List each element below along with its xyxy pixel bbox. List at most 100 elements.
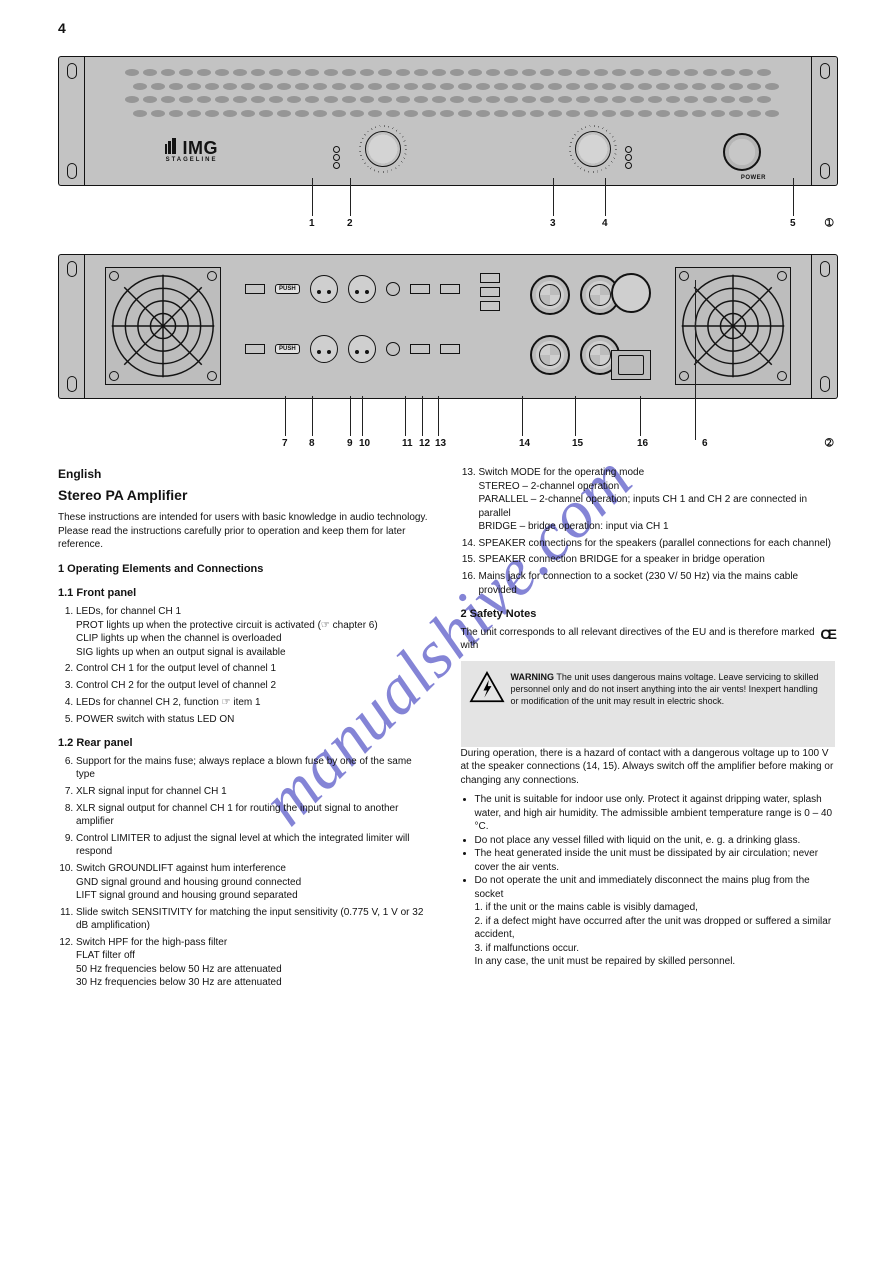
brand-text: IMG <box>183 138 219 158</box>
list-item: Control CH 1 for the output level of cha… <box>76 662 433 676</box>
rack-ear-right <box>812 56 838 186</box>
leader-line <box>522 396 523 436</box>
fuse-holder <box>611 273 651 313</box>
xlr-input-ch2 <box>310 335 338 363</box>
speaker-outputs-top <box>530 275 620 315</box>
fan-grill-icon <box>676 268 790 384</box>
list-item: Switch HPF for the high-pass filterFLAT … <box>76 936 433 990</box>
leader-line <box>350 178 351 216</box>
iec-mains-inlet <box>611 350 651 380</box>
callout-number: 4 <box>602 218 608 229</box>
ce-mark-icon: C E <box>820 625 835 644</box>
ch2-input-cluster: PUSH <box>245 335 460 363</box>
subsection-heading: 1.2 Rear panel <box>58 736 433 751</box>
list-item: Control CH 2 for the output level of cha… <box>76 679 433 693</box>
callout-number: 8 <box>309 438 315 449</box>
leader-line <box>553 178 554 216</box>
leds-ch1 <box>333 147 341 167</box>
leader-line <box>422 396 423 436</box>
callout-number: 13 <box>435 438 446 449</box>
language-flag: English <box>58 466 433 482</box>
rear-panel-figure: PUSH PUSH <box>58 254 838 399</box>
vent-grill <box>125 65 771 121</box>
leader-line <box>438 396 439 436</box>
callout-number: 14 <box>519 438 530 449</box>
intro: These instructions are intended for user… <box>58 511 433 552</box>
brand-logo: IMG STAGELINE <box>165 138 218 163</box>
power-label: POWER <box>741 175 766 181</box>
leader-line <box>575 396 576 436</box>
speaker-outputs-bottom <box>530 335 620 375</box>
warning-box: WARNING The unit uses dangerous mains vo… <box>461 661 836 747</box>
list-item: XLR signal input for channel CH 1 <box>76 785 433 799</box>
xlr-thru-ch1 <box>348 275 376 303</box>
leds-ch2 <box>625 147 633 167</box>
list-item: Do not operate the unit and immediately … <box>475 874 836 969</box>
level-knob-ch2 <box>575 131 611 167</box>
leader-line <box>312 178 313 216</box>
level-knob-ch1 <box>365 131 401 167</box>
doc-title: Stereo PA Amplifier <box>58 486 433 505</box>
leader-line <box>793 178 794 216</box>
front-faceplate: IMG STAGELINE POWER <box>84 56 812 186</box>
list-item: Switch MODE for the operating modeSTEREO… <box>479 466 836 534</box>
body-text: English Stereo PA Amplifier These instru… <box>58 466 835 1173</box>
leader-line <box>640 396 641 436</box>
callout-number: 12 <box>419 438 430 449</box>
section-heading: 1 Operating Elements and Connections <box>58 562 433 577</box>
list-item: SPEAKER connections for the speakers (pa… <box>479 537 836 551</box>
during-operation-text: During operation, there is a hazard of c… <box>461 747 836 788</box>
list-item: Support for the mains fuse; always repla… <box>76 755 433 782</box>
leader-line <box>312 396 313 436</box>
leader-line <box>695 280 696 440</box>
list-item: POWER switch with status LED ON <box>76 713 433 727</box>
callout-number: 2 <box>347 218 353 229</box>
figure-number: ➁ <box>825 438 833 449</box>
mode-switch-block <box>480 273 500 311</box>
list-item: SPEAKER connection BRIDGE for a speaker … <box>479 553 836 567</box>
brand-sub: STAGELINE <box>165 157 218 163</box>
figure-number: ➀ <box>825 218 833 229</box>
callout-number: 3 <box>550 218 556 229</box>
leader-line <box>285 396 286 436</box>
list-item: Control LIMITER to adjust the signal lev… <box>76 832 433 859</box>
ch1-input-cluster: PUSH <box>245 275 460 303</box>
conformity-text: The unit corresponds to all relevant dir… <box>461 627 815 652</box>
xlr-thru-ch2 <box>348 335 376 363</box>
speakon-ch1 <box>530 275 570 315</box>
push-label: PUSH <box>275 284 300 294</box>
high-voltage-icon <box>469 671 505 703</box>
callout-number: 5 <box>790 218 796 229</box>
list-item: The heat generated inside the unit must … <box>475 847 836 874</box>
warning-head: WARNING <box>511 672 555 682</box>
callout-number: 6 <box>702 438 708 449</box>
safety-bullets: The unit is suitable for indoor use only… <box>461 793 836 969</box>
list-item: Do not place any vessel filled with liqu… <box>475 834 836 848</box>
limiter-pot-ch1 <box>386 282 400 296</box>
fan-grill-icon <box>106 268 220 384</box>
fan-left <box>105 267 221 385</box>
leader-line <box>350 396 351 436</box>
leader-line <box>405 396 406 436</box>
leader-line <box>362 396 363 436</box>
callout-number: 16 <box>637 438 648 449</box>
front-panel-figure: IMG STAGELINE POWER <box>58 56 838 186</box>
xlr-input-ch1 <box>310 275 338 303</box>
callout-number: 15 <box>572 438 583 449</box>
list-item: XLR signal output for channel CH 1 for r… <box>76 802 433 829</box>
leader-line <box>605 178 606 216</box>
push-label: PUSH <box>275 344 300 354</box>
warning-body: The unit uses dangerous mains voltage. L… <box>511 672 819 706</box>
callout-number: 9 <box>347 438 353 449</box>
callout-number: 7 <box>282 438 288 449</box>
list-item: Slide switch SENSITIVITY for matching th… <box>76 906 433 933</box>
page-number: 4 <box>58 20 66 36</box>
list-item: LEDs, for channel CH 1PROT lights up whe… <box>76 605 433 659</box>
list-item: Switch GROUNDLIFT against hum interferen… <box>76 862 433 903</box>
callout-number: 10 <box>359 438 370 449</box>
front-panel-list: LEDs, for channel CH 1PROT lights up whe… <box>58 605 433 726</box>
section-heading: 2 Safety Notes <box>461 607 836 622</box>
subsection-heading: 1.1 Front panel <box>58 586 433 601</box>
speakon-ch2 <box>530 335 570 375</box>
rack-ear-left <box>58 56 84 186</box>
